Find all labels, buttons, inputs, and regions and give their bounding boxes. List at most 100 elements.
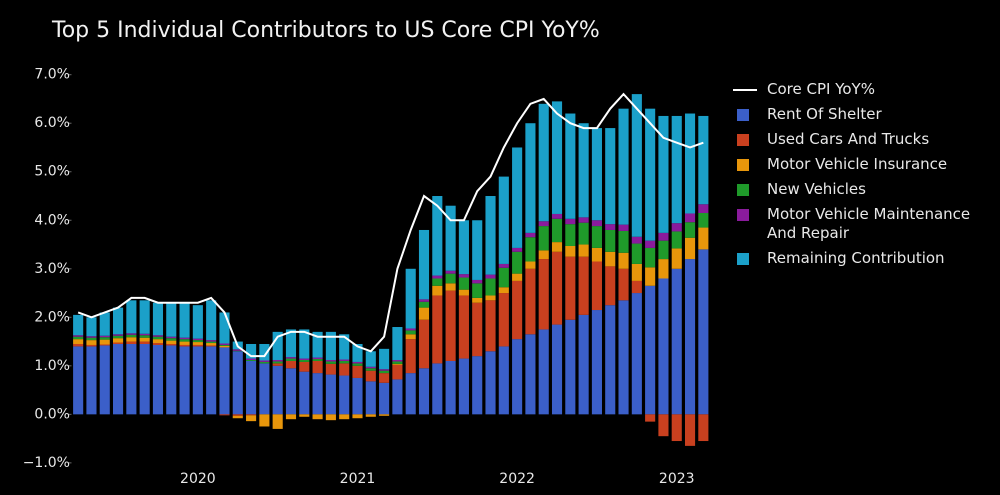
- bar-segment: [339, 334, 350, 360]
- bar-segment: [139, 337, 150, 342]
- bar-segment: [166, 343, 177, 346]
- bar-segment: [285, 357, 297, 359]
- bar-segment: [551, 101, 563, 214]
- bar-segment: [113, 338, 124, 343]
- bar-segment: [325, 414, 336, 421]
- bar-segment: [86, 340, 97, 345]
- bar-segment: [126, 343, 137, 415]
- bar-segment: [232, 349, 243, 351]
- bar-segment: [418, 307, 430, 320]
- bar-segment: [618, 224, 629, 231]
- bar-segment: [591, 226, 602, 248]
- bar-segment: [86, 346, 97, 415]
- bar-segment: [432, 275, 443, 279]
- bar-segment: [272, 414, 283, 429]
- bar-segment: [246, 360, 257, 415]
- bar-segment: [352, 414, 363, 419]
- bar-segment: [379, 369, 390, 371]
- bar-segment: [618, 300, 629, 415]
- bar-segment: [512, 280, 523, 340]
- bar-segment: [458, 295, 469, 359]
- bar-segment: [232, 415, 243, 419]
- bar-segment: [551, 324, 563, 415]
- bar-segment: [445, 270, 456, 274]
- bar-segment: [671, 268, 682, 415]
- bar-segment: [658, 232, 669, 241]
- bar-segment: [525, 334, 536, 415]
- bar-segment: [538, 221, 549, 227]
- bar-segment: [498, 287, 509, 294]
- bar-segment: [684, 213, 696, 223]
- bar-segment: [538, 250, 549, 260]
- bar-segment: [126, 341, 137, 344]
- bar-segment: [498, 293, 509, 347]
- bar-segment: [99, 339, 110, 345]
- bar-segment: [166, 345, 177, 415]
- bar-segment: [219, 345, 230, 348]
- bar-segment: [139, 335, 150, 338]
- y-tick-label: 6.0%: [34, 115, 70, 131]
- bar-segment: [192, 305, 203, 339]
- bar-segment: [206, 341, 217, 344]
- bar-segment: [658, 240, 669, 260]
- bar-segment: [139, 333, 150, 336]
- bar-segment: [379, 370, 390, 374]
- bar-segment: [325, 363, 336, 375]
- legend-swatch: [737, 134, 749, 146]
- y-tick-label: 0.0%: [34, 406, 70, 422]
- bar-segment: [139, 343, 150, 415]
- bar-segment: [472, 283, 483, 298]
- bar-segment: [485, 278, 496, 296]
- bar-segment: [445, 205, 456, 271]
- bar-segment: [339, 414, 350, 420]
- bar-segment: [605, 224, 616, 230]
- bar-segment: [684, 237, 696, 260]
- bar-segment: [179, 341, 190, 345]
- bar-segment: [219, 347, 230, 415]
- bar-segment: [272, 365, 283, 415]
- bar-segment: [206, 343, 217, 346]
- bar-segment: [99, 345, 110, 415]
- bar-segment: [152, 344, 164, 415]
- bar-segment: [472, 297, 483, 303]
- bar-segment: [113, 307, 124, 335]
- bar-segment: [472, 302, 483, 357]
- bar-segment: [618, 108, 629, 225]
- plot-area: −1.0% 0.0% 1.0% 2.0% 3.0% 4.0% 5.0% 6.0% 7.0% 202…: [23, 67, 709, 487]
- bar-segment: [445, 360, 456, 415]
- bar-segment: [392, 327, 403, 361]
- bar-segment: [272, 361, 283, 364]
- bar-segment: [631, 236, 642, 244]
- bar-segment: [152, 336, 164, 340]
- bar-segment: [432, 278, 443, 286]
- bar-segment: [99, 344, 110, 346]
- bar-segment: [538, 226, 549, 251]
- bar-segment: [325, 374, 336, 415]
- bar-segment: [113, 343, 124, 415]
- bar-segment: [578, 222, 589, 245]
- bar-segment: [591, 220, 602, 227]
- bar-segment: [285, 414, 297, 420]
- bar-segment: [525, 261, 536, 269]
- bar-segment: [578, 314, 589, 415]
- bar-segment: [591, 261, 602, 311]
- bar-segment: [272, 363, 283, 366]
- bar-segment: [86, 336, 97, 338]
- bar-segment: [285, 368, 297, 415]
- bar-segment: [458, 277, 469, 290]
- bar-segment: [605, 251, 616, 267]
- legend-item: Core CPI YoY%: [733, 80, 983, 99]
- legend-label: Motor Vehicle Insurance: [767, 155, 948, 173]
- bar-segment: [565, 113, 576, 219]
- bar-segment: [432, 363, 443, 415]
- bar-segment: [551, 218, 563, 243]
- bar-segment: [325, 360, 336, 362]
- legend: Core CPI YoY% Rent Of Shelter Used Cars An…: [733, 80, 983, 274]
- bar-segment: [365, 414, 376, 417]
- bar-segment: [565, 245, 576, 257]
- bar-segment: [113, 335, 124, 339]
- bar-segment: [671, 248, 682, 269]
- bar-segment: [99, 335, 110, 338]
